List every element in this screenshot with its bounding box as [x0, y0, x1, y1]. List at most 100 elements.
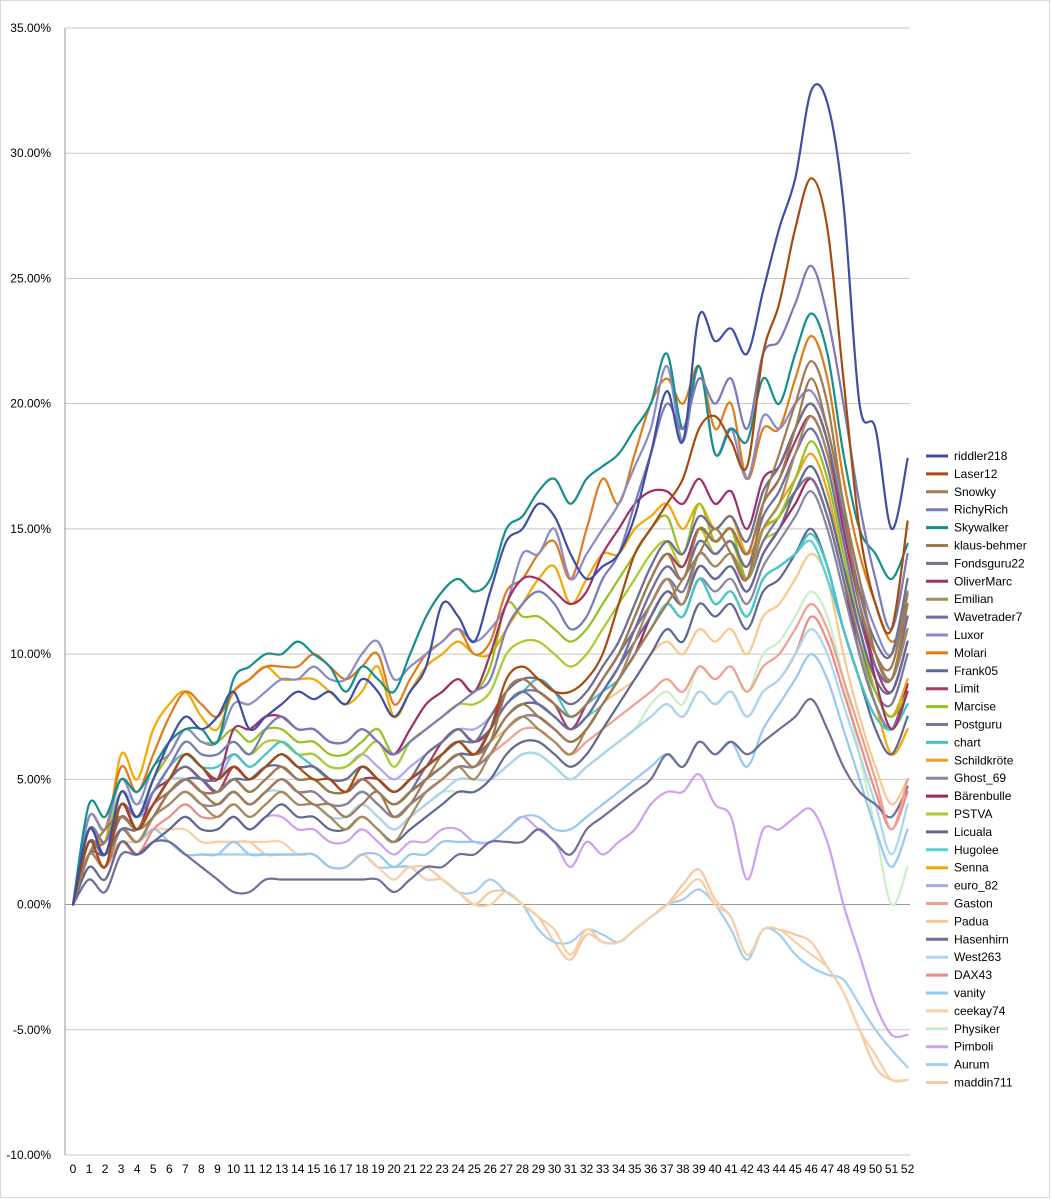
- x-tick-label: 1: [86, 1162, 93, 1176]
- y-axis-tick-labels: 35.00% 30.00% 25.00% 20.00% 15.00% 10.00% 5.00…: [6, 21, 51, 1162]
- legend-item: chart: [926, 735, 981, 749]
- x-tick-label: 19: [371, 1162, 385, 1176]
- legend-item: Senna: [926, 861, 989, 875]
- series-line-emilian: [71, 415, 909, 906]
- legend-label: vanity: [954, 986, 985, 1000]
- legend-item: Aurum: [926, 1058, 989, 1072]
- legend-label: Hasenhirn: [954, 932, 1009, 946]
- x-tick-label: 48: [837, 1162, 851, 1176]
- x-tick-label: 29: [532, 1162, 546, 1176]
- x-tick-label: 45: [789, 1162, 803, 1176]
- legend-label: chart: [954, 735, 981, 749]
- x-tick-label: 14: [291, 1162, 305, 1176]
- legend-item: Hasenhirn: [926, 932, 1009, 946]
- series-line-licuala: [71, 527, 909, 906]
- legend-item: Postguru: [926, 718, 1002, 732]
- series-line-snowky: [71, 360, 909, 906]
- legend-label: Aurum: [954, 1058, 989, 1072]
- series-line-limit: [71, 415, 909, 906]
- legend-label: Postguru: [954, 718, 1002, 732]
- series-line-skywalker: [71, 312, 909, 906]
- x-axis-tick-labels: 0 1 2 3 4 5 6 7 8 9 10 11 12 13 14 15 16 17 18 19 20 21 22 23 24…: [70, 1162, 915, 1176]
- legend-item: Fondsguru22: [926, 556, 1025, 570]
- legend-item: DAX43: [926, 968, 992, 982]
- series-line-riddler218: [71, 83, 909, 906]
- legend-item: Skywalker: [926, 521, 1009, 535]
- x-tick-label: 35: [628, 1162, 642, 1176]
- legend-label: Gaston: [954, 897, 993, 911]
- x-axis: [64, 28, 910, 1155]
- y-tick-label: 15.00%: [10, 522, 51, 536]
- y-tick-label: 10.00%: [10, 647, 51, 661]
- legend-label: maddin711: [954, 1076, 1013, 1090]
- legend-label: Frank05: [954, 664, 998, 678]
- gridlines: [65, 27, 910, 1156]
- y-tick-label: 0.00%: [17, 898, 51, 912]
- legend-item: Wavetrader7: [926, 610, 1023, 624]
- legend-item: Gaston: [926, 897, 993, 911]
- x-tick-label: 39: [692, 1162, 706, 1176]
- series-line-ceekay74: [71, 827, 909, 1083]
- y-tick-label: 35.00%: [10, 21, 51, 35]
- x-tick-label: 11: [243, 1162, 256, 1176]
- legend-item: Molari: [926, 646, 987, 660]
- legend-item: Pimboli: [926, 1040, 993, 1054]
- legend-item: ceekay74: [926, 1004, 1006, 1018]
- x-tick-label: 5: [150, 1162, 157, 1176]
- x-tick-label: 33: [596, 1162, 610, 1176]
- legend-item: Licuala: [926, 825, 992, 839]
- legend-item: Limit: [926, 682, 980, 696]
- x-tick-label: 9: [214, 1162, 221, 1176]
- legend-label: Snowky: [954, 485, 996, 499]
- legend-label: Wavetrader7: [954, 610, 1023, 624]
- x-tick-label: 34: [612, 1162, 626, 1176]
- legend-label: riddler218: [954, 449, 1008, 463]
- legend-label: West263: [954, 950, 1001, 964]
- x-tick-label: 0: [70, 1162, 77, 1176]
- legend-label: Hugolee: [954, 843, 999, 857]
- x-tick-label: 49: [853, 1162, 867, 1176]
- series-line-klaus-behmer: [71, 377, 909, 906]
- x-tick-label: 10: [227, 1162, 241, 1176]
- x-tick-label: 50: [869, 1162, 883, 1176]
- x-tick-label: 6: [166, 1162, 173, 1176]
- x-tick-label: 24: [452, 1162, 466, 1176]
- legend-item: Schildkröte: [926, 753, 1014, 767]
- legend-item: Luxor: [926, 628, 984, 642]
- legend-label: Laser12: [954, 467, 998, 481]
- legend-item: Snowky: [926, 485, 996, 499]
- legend-item: Physiker: [926, 1022, 1000, 1036]
- x-tick-label: 32: [580, 1162, 594, 1176]
- legend-label: Senna: [954, 861, 989, 875]
- x-tick-label: 12: [259, 1162, 273, 1176]
- series-line-laser12: [71, 177, 909, 906]
- legend-label: Luxor: [954, 628, 984, 642]
- y-tick-label: 30.00%: [10, 146, 51, 160]
- legend-item: Emilian: [926, 592, 993, 606]
- legend-item: PSTVA: [926, 807, 992, 821]
- series-line-dax43: [71, 615, 909, 906]
- series-line-physiker: [71, 590, 909, 907]
- legend-item: riddler218: [926, 449, 1008, 463]
- series-line-richyrich: [71, 264, 909, 906]
- legend-label: Padua: [954, 914, 989, 928]
- legend-item: West263: [926, 950, 1001, 964]
- legend-label: ceekay74: [954, 1004, 1006, 1018]
- y-tick-label: 20.00%: [10, 397, 51, 411]
- legend-label: Licuala: [954, 825, 992, 839]
- x-tick-label: 37: [660, 1162, 674, 1176]
- legend-label: Molari: [954, 646, 987, 660]
- legend-item: maddin711: [926, 1076, 1013, 1090]
- x-tick-label: 16: [323, 1162, 337, 1176]
- legend-item: Marcise: [926, 700, 996, 714]
- series-line-hasenhirn: [71, 698, 909, 906]
- x-tick-label: 41: [724, 1162, 738, 1176]
- legend-label: Fondsguru22: [954, 556, 1025, 570]
- x-tick-label: 17: [339, 1162, 353, 1176]
- legend-label: Physiker: [954, 1022, 1000, 1036]
- legend-label: RichyRich: [954, 503, 1008, 517]
- x-tick-label: 8: [198, 1162, 205, 1176]
- legend-label: Skywalker: [954, 521, 1009, 535]
